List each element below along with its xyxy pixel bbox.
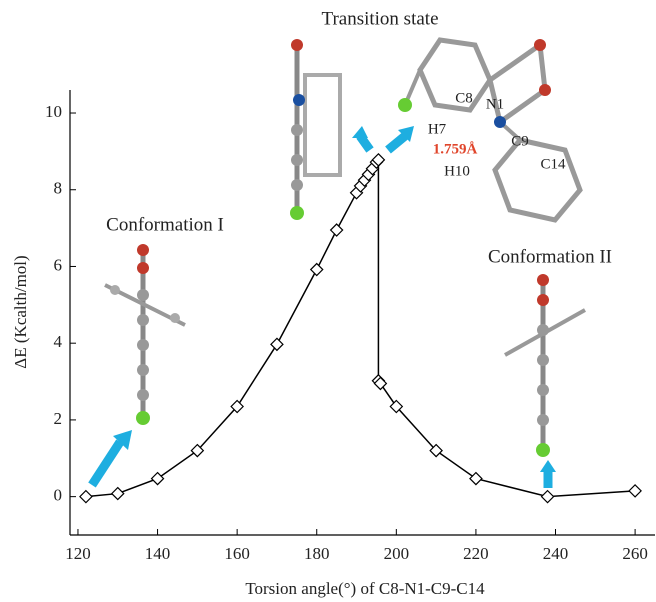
data-point (542, 491, 554, 503)
data-point (470, 473, 482, 485)
annotation: C14 (540, 156, 566, 172)
annotation: H10 (444, 163, 470, 179)
chart: Torsion angle(°) of C8-N1-C9-C14 ΔE (Kca… (0, 0, 656, 602)
molecule-ts-top (398, 39, 580, 220)
x-tick-label: 160 (224, 544, 250, 563)
annotation: Conformation II (488, 246, 612, 267)
y-tick-label: 0 (54, 486, 63, 505)
data-point (271, 338, 283, 350)
x-tick-label: 180 (304, 544, 330, 563)
y-tick-label: 10 (45, 102, 62, 121)
molecule-conf1 (105, 244, 185, 425)
y-tick-label: 4 (54, 332, 63, 351)
data-point (112, 488, 124, 500)
data-point (311, 264, 323, 276)
y-tick-label: 8 (54, 179, 63, 198)
x-tick-label: 200 (384, 544, 410, 563)
x-axis-label: Torsion angle(°) of C8-N1-C9-C14 (245, 579, 485, 598)
data-point (80, 491, 92, 503)
data-point (331, 224, 343, 236)
molecule-conf2 (505, 274, 585, 457)
molecule-ts-side (290, 39, 340, 220)
x-tick-label: 140 (145, 544, 171, 563)
y-tick-label: 6 (54, 255, 63, 274)
x-tick-label: 260 (622, 544, 648, 563)
y-axis-label: ΔE (Kcalth/mol) (11, 255, 30, 368)
data-point (629, 485, 641, 497)
annotation: C8 (455, 90, 473, 106)
x-tick-label: 220 (463, 544, 489, 563)
arrows (92, 126, 556, 488)
annotation: N1 (486, 96, 504, 112)
y-tick-label: 2 (54, 409, 63, 428)
annotation: Transition state (322, 8, 439, 29)
annotation: C9 (511, 133, 529, 149)
annotation: 1.759Å (433, 141, 478, 157)
data-point (152, 473, 164, 485)
x-tick-label: 240 (543, 544, 569, 563)
x-tick-label: 120 (65, 544, 91, 563)
annotation: Conformation I (106, 214, 224, 235)
annotation: H7 (428, 121, 447, 137)
